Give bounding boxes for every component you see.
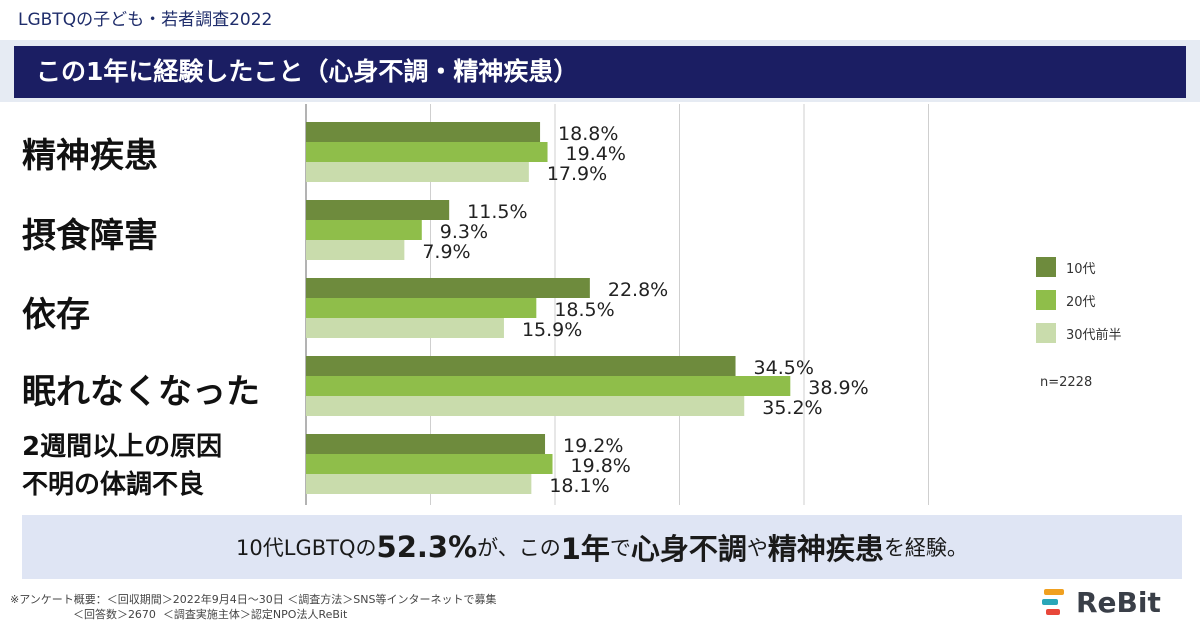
data-label-3-1: 38.9% xyxy=(808,377,868,399)
category-label-4-line1: 2週間以上の原因 xyxy=(22,432,223,462)
bar-1-0 xyxy=(306,200,450,220)
bar-4-0 xyxy=(306,434,546,454)
category-label-1: 摂食障害 xyxy=(22,216,158,256)
category-label-4-line2: 不明の体調不良 xyxy=(22,470,205,500)
bar-0-1 xyxy=(306,142,548,162)
bar-1-1 xyxy=(306,220,422,240)
footnote-line2: ＜回答数＞2670 ＜調査実施主体＞認定NPO法人ReBit xyxy=(10,608,348,621)
data-label-3-0: 34.5% xyxy=(754,357,814,379)
legend-swatch-0 xyxy=(1036,257,1056,277)
summary-part7: や xyxy=(746,536,768,560)
data-label-2-0: 22.8% xyxy=(608,279,668,301)
sample-size-note: n=2228 xyxy=(1040,375,1093,390)
footnote-line1: ※アンケート概要：＜回収期間＞2022年9月4日〜30日 ＜調査方法＞SNS等イ… xyxy=(10,593,497,606)
bar-1-2 xyxy=(306,240,405,260)
data-label-1-2: 7.9% xyxy=(422,241,470,263)
category-label-2: 依存 xyxy=(22,295,90,335)
legend-label-2: 30代前半 xyxy=(1066,327,1122,343)
data-label-4-2: 18.1% xyxy=(549,475,609,497)
chart-title: この1年に経験したこと（心身不調・精神疾患） xyxy=(14,46,1186,98)
legend-swatch-2 xyxy=(1036,323,1056,343)
legend-label-1: 20代 xyxy=(1066,294,1096,310)
legend-item-2: 30代前半 xyxy=(1036,322,1122,344)
category-label-4: 2週間以上の原因 不明の体調不良 xyxy=(22,428,222,504)
bar-0-0 xyxy=(306,122,541,142)
bar-2-2 xyxy=(306,318,504,338)
summary-part4: 1年 xyxy=(560,532,610,566)
data-label-0-1: 19.4% xyxy=(566,143,626,165)
rebit-logo: ReBit xyxy=(1040,582,1161,622)
data-label-0-2: 17.9% xyxy=(547,163,607,185)
category-label-0: 精神疾患 xyxy=(22,136,158,176)
summary-part3: が、この xyxy=(477,536,561,560)
summary-part2: 52.3% xyxy=(376,530,478,564)
data-label-2-1: 18.5% xyxy=(554,299,614,321)
summary-part5: で xyxy=(609,536,631,560)
footnote: ※アンケート概要：＜回収期間＞2022年9月4日〜30日 ＜調査方法＞SNS等イ… xyxy=(10,592,496,622)
bar-2-1 xyxy=(306,298,537,318)
bar-3-2 xyxy=(306,396,745,416)
bar-4-1 xyxy=(306,454,553,474)
bar-0-2 xyxy=(306,162,529,182)
legend-label-0: 10代 xyxy=(1066,261,1096,277)
bar-3-1 xyxy=(306,376,791,396)
bar-3-0 xyxy=(306,356,736,376)
data-label-1-1: 9.3% xyxy=(440,221,488,243)
summary-part1: 10代LGBTQの xyxy=(236,536,377,560)
legend-item-0: 10代 xyxy=(1036,256,1096,278)
data-label-0-0: 18.8% xyxy=(558,123,618,145)
summary-part6: 心身不調 xyxy=(630,532,747,566)
bar-4-2 xyxy=(306,474,532,494)
summary-part8: 精神疾患 xyxy=(767,532,884,566)
data-label-4-1: 19.8% xyxy=(571,455,631,477)
survey-tag: LGBTQの子ども・若者調査2022 xyxy=(0,0,1200,40)
data-label-3-2: 35.2% xyxy=(762,397,822,419)
data-label-1-0: 11.5% xyxy=(467,201,527,223)
summary-part9: を経験。 xyxy=(883,536,968,560)
summary-box: 10代LGBTQの 52.3% が、この 1年 で 心身不調 や 精神疾患 を経… xyxy=(22,515,1182,579)
legend-swatch-1 xyxy=(1036,290,1056,310)
legend-item-1: 20代 xyxy=(1036,289,1096,311)
data-label-4-0: 19.2% xyxy=(563,435,623,457)
rebit-logo-mark-icon xyxy=(1042,589,1064,615)
data-label-2-2: 15.9% xyxy=(522,319,582,341)
bar-2-0 xyxy=(306,278,590,298)
rebit-logo-text: ReBit xyxy=(1076,585,1161,619)
category-label-3: 眠れなくなった xyxy=(22,372,260,412)
